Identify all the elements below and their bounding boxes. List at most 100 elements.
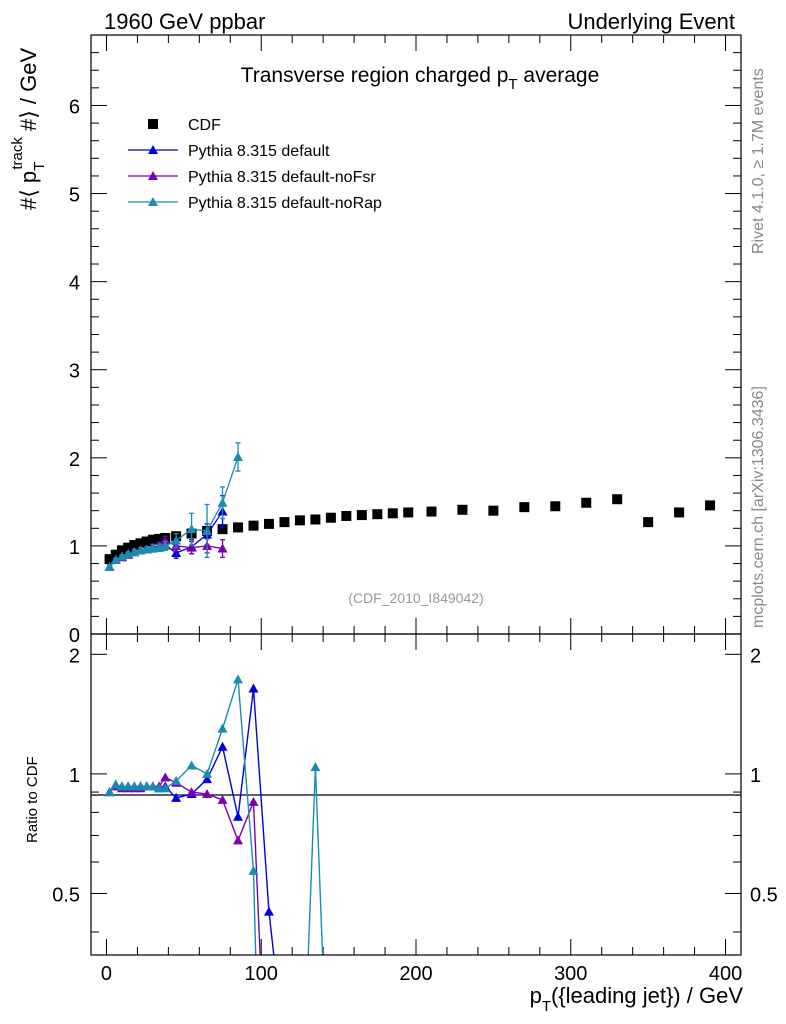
ratio-series-group bbox=[104, 674, 324, 955]
ratio-y-tick-label-right: 0.5 bbox=[750, 884, 778, 906]
cdf-data-point bbox=[550, 501, 561, 512]
cdf-data-point bbox=[674, 507, 685, 518]
main-ticks: 0 1 2 3 4 5 6 bbox=[69, 34, 741, 647]
cdf-data-point bbox=[705, 500, 716, 511]
cdf-data-point bbox=[612, 494, 623, 505]
ratio-data-point bbox=[233, 674, 244, 684]
triangle-data-point bbox=[202, 525, 213, 535]
cdf-data-point bbox=[279, 517, 290, 528]
main-watermark: (CDF_2010_I849042) bbox=[348, 590, 483, 606]
triangle-data-point bbox=[104, 562, 115, 572]
triangle-data-point bbox=[110, 555, 121, 565]
legend-label: Pythia 8.315 default-noFsr bbox=[188, 169, 376, 186]
ratio-data-point bbox=[171, 775, 182, 785]
ratio-data-point bbox=[217, 723, 228, 733]
ratio-y-tick-label-right: 1 bbox=[750, 765, 761, 787]
cdf-data-point bbox=[488, 505, 499, 516]
ratio-data-point bbox=[202, 768, 213, 778]
legend-label: Pythia 8.315 default bbox=[188, 143, 330, 160]
cdf-data-point bbox=[387, 508, 398, 519]
cdf-data-point bbox=[217, 524, 228, 535]
ratio-data-point bbox=[248, 796, 259, 806]
ratio-data-point bbox=[233, 811, 244, 821]
legend-marker bbox=[148, 119, 158, 129]
y-tick-label: 0 bbox=[69, 625, 80, 647]
triangle-data-point bbox=[171, 547, 182, 557]
cdf-data-point bbox=[294, 515, 305, 526]
ratio-data-point bbox=[233, 835, 244, 845]
y-tick-label: 4 bbox=[69, 273, 80, 295]
ratio-data-point bbox=[186, 760, 197, 770]
cdf-data-point bbox=[325, 512, 336, 523]
cdf-data-point bbox=[403, 507, 414, 518]
ratio-data-point bbox=[263, 906, 274, 916]
ratio-data-point bbox=[160, 783, 171, 793]
ratio-data-point bbox=[104, 787, 115, 797]
x-tick-label: 200 bbox=[399, 963, 432, 985]
triangle-data-point bbox=[160, 540, 171, 550]
ratio-data-point bbox=[217, 794, 228, 804]
x-tick-label: 0 bbox=[101, 963, 112, 985]
legend-label: CDF bbox=[188, 117, 221, 134]
y-tick-label: 2 bbox=[69, 449, 80, 471]
cdf-data-point bbox=[104, 554, 115, 565]
cdf-data-point bbox=[457, 504, 468, 515]
triangle-data-point bbox=[186, 524, 197, 534]
ratio-data-point bbox=[147, 781, 158, 791]
x-tick-label: 100 bbox=[245, 963, 278, 985]
ratio-y-tick-label: 2 bbox=[69, 645, 80, 667]
triangle-data-point bbox=[217, 543, 228, 553]
ratio-y-tick-label: 1 bbox=[69, 765, 80, 787]
cdf-data-point bbox=[233, 522, 244, 533]
ratio-y-tick-label: 0.5 bbox=[52, 884, 80, 906]
triangle-data-point bbox=[116, 551, 127, 561]
cdf-data-point bbox=[110, 549, 121, 560]
cdf-data-point bbox=[356, 510, 367, 521]
y-tick-label: 5 bbox=[69, 185, 80, 207]
cdf-data-point bbox=[116, 545, 127, 556]
ratio-data-point bbox=[110, 779, 121, 789]
mcplots-label: mcplots.cern.ch [arXiv:1306.3436] bbox=[750, 386, 767, 628]
ratio-y-axis-label: Ratio to CDF bbox=[24, 756, 41, 843]
triangle-data-point bbox=[160, 535, 171, 545]
triangle-data-point bbox=[186, 542, 197, 552]
triangle-data-point bbox=[233, 451, 244, 461]
ratio-data-point bbox=[248, 865, 259, 875]
triangle-data-point bbox=[171, 535, 182, 545]
ratio-data-point bbox=[217, 741, 228, 751]
cdf-data-point bbox=[519, 502, 530, 513]
ratio-data-point bbox=[202, 788, 213, 798]
x-tick-label: 300 bbox=[554, 963, 587, 985]
rivet-label: Rivet 4.1.0, ≥ 1.7M events bbox=[750, 68, 767, 254]
legend-label: Pythia 8.315 default-noRap bbox=[188, 195, 382, 212]
cdf-data-point bbox=[643, 517, 654, 528]
cdf-data-point bbox=[154, 533, 165, 544]
legend-marker bbox=[148, 197, 158, 206]
x-tick-label: 400 bbox=[709, 963, 742, 985]
triangle-data-point bbox=[217, 497, 228, 507]
header-right: Underlying Event bbox=[567, 9, 735, 34]
cdf-data-point bbox=[123, 542, 134, 553]
main-plot-area bbox=[104, 442, 716, 572]
cdf-data-point bbox=[263, 518, 274, 529]
cdf-data-point bbox=[147, 534, 158, 545]
ratio-ticks: 0.5 0.5 1 1 2 2 0 100 200 300 400 bbox=[52, 634, 778, 985]
cdf-data-point bbox=[129, 540, 140, 551]
y-tick-label: 6 bbox=[69, 96, 80, 118]
legend: CDF Pythia 8.315 default Pythia 8.315 defa… bbox=[128, 117, 382, 212]
legend-marker bbox=[148, 145, 158, 154]
ratio-data-point bbox=[160, 772, 171, 782]
y-tick-label: 3 bbox=[69, 361, 80, 383]
ratio-data-point bbox=[186, 787, 197, 797]
ratio-data-point bbox=[248, 683, 259, 693]
header-left: 1960 GeV ppbar bbox=[104, 9, 265, 34]
ratio-data-point bbox=[171, 792, 182, 802]
cdf-data-point bbox=[135, 538, 146, 549]
cdf-data-point bbox=[248, 520, 259, 531]
cdf-data-point bbox=[341, 510, 352, 521]
cdf-data-point bbox=[581, 497, 592, 508]
ratio-frame bbox=[90, 633, 742, 956]
legend-marker bbox=[148, 171, 158, 180]
